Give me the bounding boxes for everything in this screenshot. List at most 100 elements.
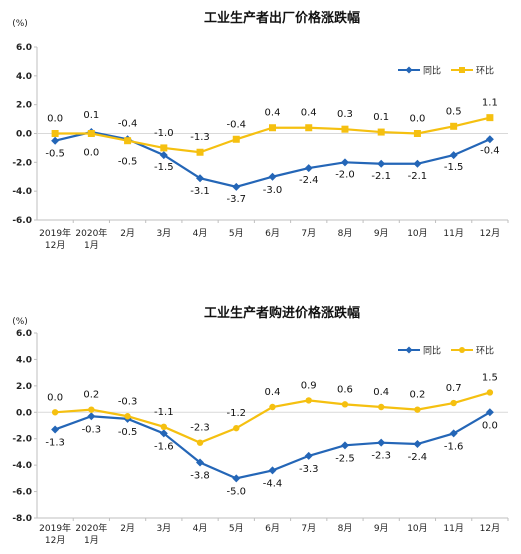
x-tick-label-line: 10月 [407,523,427,534]
data-label: 0.1 [373,112,389,123]
x-tick-label: 8月 [338,523,353,534]
legend-marker [459,67,465,73]
data-point [450,399,457,407]
data-label: -3.0 [263,185,283,196]
x-tick-label: 12月 [480,228,500,239]
data-label: 0.0 [409,114,425,125]
data-label: -0.4 [118,118,138,129]
data-point [232,474,241,483]
x-tick-label-line: 4月 [193,523,208,534]
legend-marker [405,66,413,74]
x-tick-label-line: 2020年 [75,227,107,239]
data-label: -1.6 [154,441,174,452]
data-label: 0.6 [337,384,353,395]
data-label: -2.1 [371,171,391,182]
x-tick-label-line: 9月 [374,228,389,239]
x-tick-label-line: 11月 [443,523,463,534]
x-tick-label-line: 3月 [156,228,171,239]
x-tick-label: 7月 [301,523,316,534]
series-mom: 0.0 0.2 -0.3 -1.1 -2.3 -1.2 0.4 0.9 0.6 0.4 0.2 0.7… [47,372,498,446]
data-label: -5.0 [227,486,247,497]
data-point [413,440,422,448]
x-tick-label-line: 5月 [229,228,244,239]
data-label: -1.0 [154,128,174,139]
chart-panel-1: 工业生产者出厂价格涨跌幅 (%) 6.0 4.0 2.0 0.0 -2.0 -4.0 -6.0 2… [12,10,509,251]
x-tick-label-line: 9月 [374,523,389,534]
data-label: 0.4 [265,387,281,398]
data-point [449,429,458,438]
data-label: 0.2 [409,390,425,401]
x-tick-label: 2020年 1月 [75,227,107,251]
legend-label: 环比 [476,345,494,357]
data-label: -3.3 [299,464,319,475]
y-tick-label: -6.0 [12,216,32,226]
data-label: -2.3 [371,451,391,462]
data-point [196,458,205,467]
y-tick-label: 6.0 [16,43,32,53]
data-point [268,172,277,181]
y-tick-label: 2.0 [16,382,32,392]
x-tick-label-line: 4月 [193,228,208,239]
data-label: -0.4 [480,145,500,156]
data-label: 0.3 [337,109,353,120]
data-point [51,425,60,434]
data-label: -1.1 [154,407,174,418]
y-tick-label: -2.0 [12,158,32,168]
x-tick-label: 4月 [193,523,208,534]
x-tick-label: 9月 [374,228,389,239]
data-point [88,406,95,413]
series-mom: 0.0 0.0 -0.5 -1.0 -1.3 -0.4 0.4 0.4 0.3 0.1 0.0 0.5… [47,98,498,168]
data-point [304,451,313,460]
data-point [413,130,421,137]
x-tick-label: 3月 [156,523,171,534]
data-label: 0.0 [47,114,63,125]
y-tick-label: -2.0 [12,435,32,445]
data-label: 0.0 [83,148,99,159]
data-label: -0.4 [227,119,247,130]
legend-marker [459,347,465,353]
data-label: -1.6 [444,441,464,452]
data-label: 0.4 [373,387,389,398]
data-label: 0.4 [265,108,281,119]
x-tick-label: 12月 [480,523,500,534]
legend-label: 同比 [423,65,441,77]
x-tick-label: 11月 [443,228,463,239]
data-label: 0.0 [47,392,63,403]
data-point [196,148,204,156]
data-point [305,124,313,132]
x-tick-label: 3月 [156,228,171,239]
data-point [304,164,313,173]
data-label: -0.5 [45,149,65,160]
data-point [232,182,241,191]
x-tick-label: 4月 [193,228,208,239]
x-tick-label: 5月 [229,523,244,534]
chart-title: 工业生产者购进价格涨跌幅 [204,305,360,321]
data-point [196,439,204,446]
data-label: -1.5 [444,162,464,173]
x-tick-label: 8月 [338,228,353,239]
x-tick-label-line: 8月 [338,228,353,239]
legend-label: 同比 [423,345,441,357]
data-point [160,423,168,431]
data-point [377,128,385,136]
x-tick-label-line: 12月 [45,535,65,546]
data-label: -4.4 [263,478,283,489]
x-tick-label-line: 5月 [229,523,244,534]
data-point [124,413,131,420]
data-label: 0.5 [446,106,462,117]
data-label: -2.0 [335,169,355,180]
data-label: -2.5 [335,453,355,464]
data-point [341,125,349,133]
x-tick-label: 2020年 1月 [75,522,107,546]
data-point [159,151,168,160]
x-tick-label-line: 2019年 [39,227,71,239]
x-tick-label-line: 2月 [120,523,135,534]
y-tick-label: -4.0 [12,461,32,471]
x-tick-label: 10月 [407,523,427,534]
data-point [449,151,458,160]
y-tick-label: -8.0 [12,514,32,524]
data-label: 1.5 [482,372,498,383]
data-point [486,389,494,396]
